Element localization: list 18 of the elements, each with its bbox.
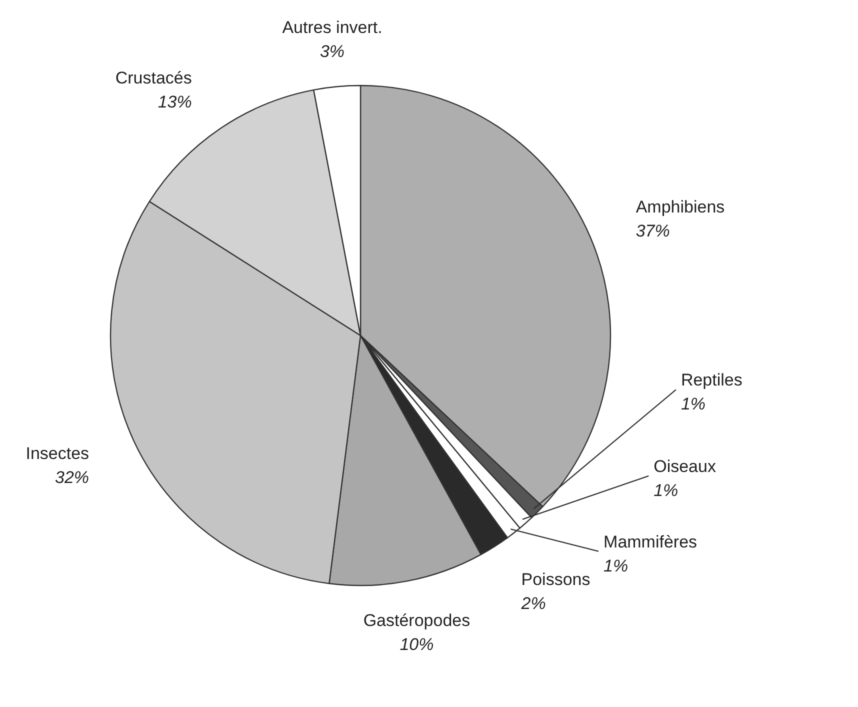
data-label: 10% bbox=[400, 635, 434, 654]
data-label: 3% bbox=[320, 42, 345, 61]
slice-label: Reptiles bbox=[680, 370, 742, 390]
data-label: 32% bbox=[55, 468, 90, 488]
data-label: 1% bbox=[604, 556, 628, 576]
data-label: 1% bbox=[654, 480, 678, 500]
slice-label: Autres invert. bbox=[282, 18, 382, 37]
slice-label: Mammifères bbox=[604, 532, 698, 552]
data-label: 1% bbox=[680, 394, 706, 414]
data-label: 37% bbox=[636, 221, 670, 240]
slice-label: Crustacés bbox=[115, 68, 192, 88]
data-label: 13% bbox=[158, 92, 192, 112]
data-label: 2% bbox=[520, 594, 546, 613]
slice-label: Oiseaux bbox=[654, 456, 716, 476]
slice-label: Amphibiens bbox=[636, 197, 725, 216]
slice-label: Gastéropodes bbox=[363, 611, 470, 630]
slice-label: Insectes bbox=[26, 444, 90, 464]
slice-label: Poissons bbox=[521, 570, 590, 589]
